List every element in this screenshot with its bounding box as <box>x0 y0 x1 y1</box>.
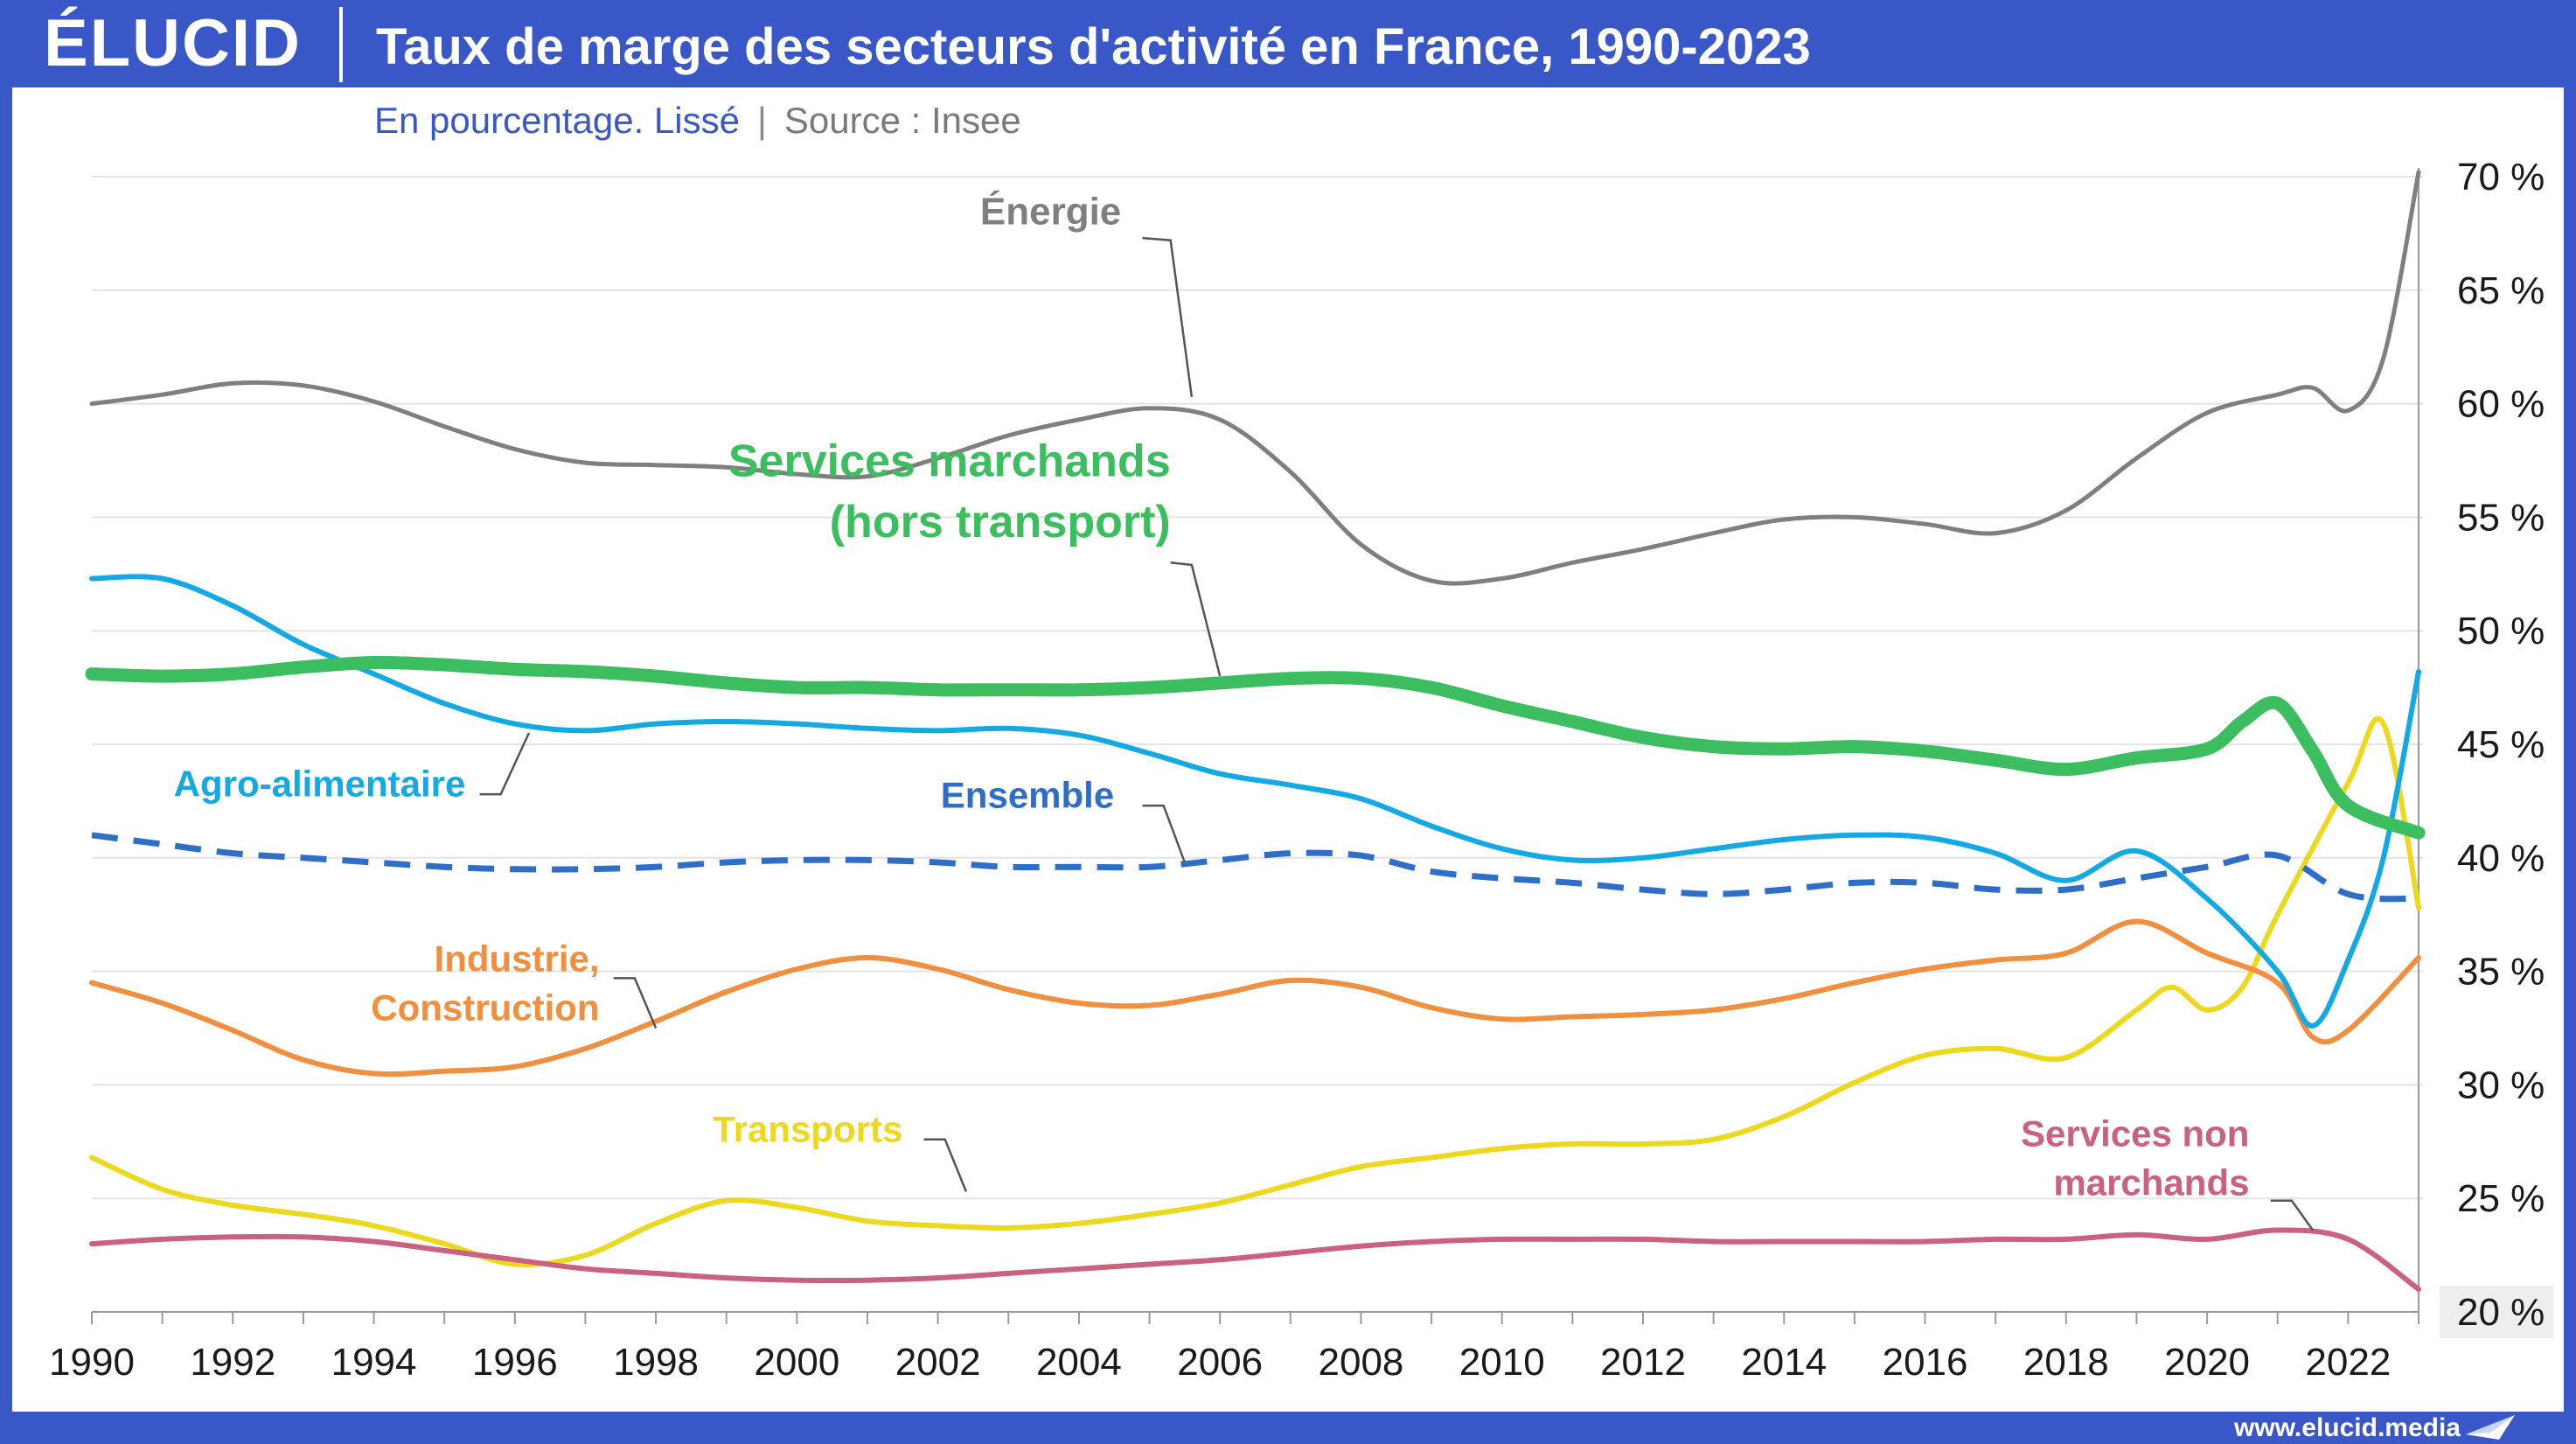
x-tick-label: 2022 <box>2305 1341 2391 1384</box>
leader-line-transports <box>923 1138 968 1192</box>
x-tick-label: 2014 <box>1741 1341 1827 1384</box>
leader-line-industrie-construction <box>613 977 658 1029</box>
y-axis: 20 % 25 % 30 % 35 % 40 % 45 % 50 % 55 % 60 % 65 %… <box>2418 156 2553 1338</box>
x-tick-label: 2016 <box>1883 1341 1968 1384</box>
x-tick-label: 1992 <box>190 1341 275 1384</box>
x-tick-label: 2006 <box>1177 1341 1263 1384</box>
subtitle-line: En pourcentage. Lissé | Source : Insee <box>374 94 1021 147</box>
x-tick-label: 1994 <box>331 1341 417 1384</box>
source-note: Source : Insee <box>783 100 1021 141</box>
series-label-transports: Transports <box>713 1108 902 1149</box>
footer-url[interactable]: www.elucid.media <box>2234 1413 2461 1442</box>
series-label-services-non-marchands: marchands <box>2053 1161 2249 1203</box>
series-line-services-marchands-hors-transport <box>85 655 2426 840</box>
series-line-industrie-construction <box>89 918 2421 1078</box>
series-label-industrie-construction: Industrie, <box>435 938 600 980</box>
y-tick-label: 25 % <box>2457 1177 2545 1220</box>
series-line-energie <box>89 170 2421 586</box>
y-tick-label: 50 % <box>2457 610 2545 652</box>
y-tick-label: 60 % <box>2457 383 2545 426</box>
x-tick-label: 2002 <box>895 1341 981 1384</box>
y-tick-label: 45 % <box>2457 723 2545 766</box>
footer-bar: www.elucid.media <box>0 1412 2576 1444</box>
subtitle-separator: | <box>756 100 767 141</box>
chart-subtitle: En pourcentage. Lissé <box>374 100 740 141</box>
leader-line-services-marchands-hors-transport <box>1170 562 1222 677</box>
x-tick-label: 2020 <box>2164 1341 2250 1384</box>
leader-line-energie <box>1142 236 1194 397</box>
series-line-agro-alimentaire <box>89 574 2421 1029</box>
y-tick-label: 35 % <box>2457 951 2545 994</box>
y-tick-label: 30 % <box>2457 1064 2545 1106</box>
x-tick-label: 2012 <box>1600 1341 1686 1384</box>
series-line-ensemble <box>91 832 2419 903</box>
series-label-services-marchands-hors-transport: (hors transport) <box>830 497 1171 548</box>
elucid-logo[interactable]: ÉLUCID <box>44 6 302 80</box>
x-axis: 1990 1992 1994 1996 1998 2000 2002 2004 2006 2008… <box>49 1311 2419 1384</box>
gridlines <box>92 176 2423 1200</box>
y-min-label-background <box>2440 1286 2553 1338</box>
x-tick-label: 1996 <box>472 1341 558 1384</box>
series-group <box>85 170 2426 1292</box>
chart-panel <box>12 87 2564 1412</box>
y-tick-label: 70 % <box>2457 156 2545 199</box>
header-bar: ÉLUCID Taux de marge des secteurs d'acti… <box>0 0 2576 87</box>
paper-plane-icon <box>2466 1415 2515 1440</box>
series-label-services-marchands-hors-transport: Services marchands <box>728 436 1171 487</box>
series-labels: Énergie Transports Services non marchands In… <box>174 190 2315 1231</box>
chart-title: Taux de marge des secteurs d'activité en… <box>376 18 1811 75</box>
series-label-industrie-construction: Construction <box>371 987 599 1028</box>
series-label-agro-alimentaire: Agro-alimentaire <box>174 764 466 805</box>
y-tick-label: 40 % <box>2457 837 2545 880</box>
x-tick-label: 2000 <box>754 1341 839 1384</box>
series-line-services-non-marchands <box>89 1227 2421 1292</box>
leader-line-ensemble <box>1142 804 1187 863</box>
header-divider <box>339 7 343 82</box>
leader-line-agro-alimentaire <box>479 732 531 796</box>
y-tick-label: 20 % <box>2457 1291 2545 1334</box>
leader-line-services-non-marchands <box>2270 1199 2315 1231</box>
series-label-services-non-marchands: Services non <box>2021 1113 2249 1154</box>
x-tick-label: 2018 <box>2023 1341 2109 1384</box>
series-line-transports <box>89 715 2421 1267</box>
series-label-energie: Énergie <box>980 190 1121 234</box>
x-tick-label: 2004 <box>1036 1341 1122 1384</box>
x-tick-label: 2010 <box>1459 1341 1545 1384</box>
x-tick-label: 1998 <box>613 1341 699 1384</box>
x-tick-label: 2008 <box>1319 1341 1404 1384</box>
x-tick-label: 1990 <box>49 1341 135 1384</box>
y-tick-label: 65 % <box>2457 269 2545 312</box>
series-label-ensemble: Ensemble <box>941 775 1114 816</box>
y-tick-label: 55 % <box>2457 496 2545 539</box>
